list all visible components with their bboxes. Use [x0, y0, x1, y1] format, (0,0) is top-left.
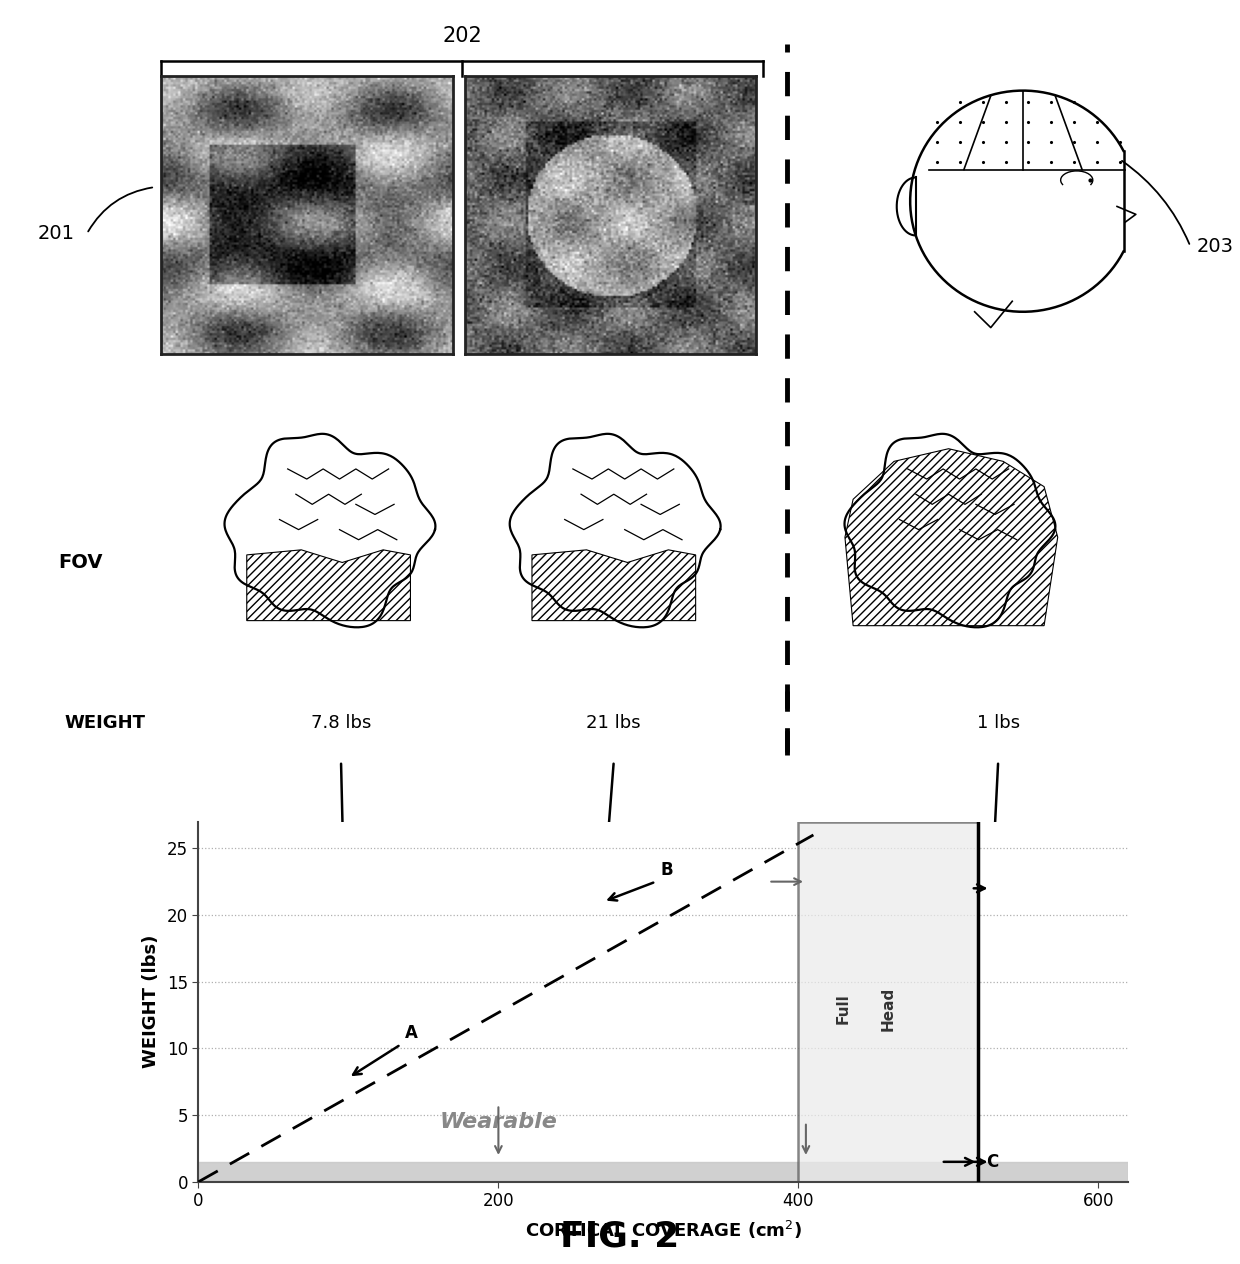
Text: FOV: FOV	[58, 552, 103, 573]
Bar	[799, 822, 978, 1182]
FancyArrowPatch shape	[88, 187, 153, 231]
Text: C: C	[986, 1153, 998, 1170]
Text: Full: Full	[836, 994, 851, 1024]
Text: 21 lbs: 21 lbs	[587, 714, 641, 732]
Bar	[198, 1162, 1128, 1182]
FancyArrowPatch shape	[1122, 161, 1189, 244]
Polygon shape	[532, 550, 696, 621]
Polygon shape	[844, 449, 1058, 626]
Text: B: B	[661, 861, 673, 878]
Text: Head: Head	[880, 986, 895, 1030]
Text: 1 lbs: 1 lbs	[977, 714, 1019, 732]
Text: WEIGHT: WEIGHT	[64, 714, 146, 732]
Text: 202: 202	[441, 25, 482, 46]
Y-axis label: WEIGHT (lbs): WEIGHT (lbs)	[141, 935, 160, 1068]
Text: Wearable: Wearable	[439, 1112, 557, 1131]
Text: 201: 201	[37, 224, 74, 244]
Text: FIG. 2: FIG. 2	[560, 1220, 680, 1253]
Text: A: A	[405, 1024, 418, 1042]
Text: 7.8 lbs: 7.8 lbs	[311, 714, 371, 732]
Polygon shape	[247, 550, 410, 621]
X-axis label: CORTICAL COVERAGE (cm$^2$): CORTICAL COVERAGE (cm$^2$)	[525, 1218, 802, 1241]
Text: 203: 203	[1197, 236, 1234, 257]
